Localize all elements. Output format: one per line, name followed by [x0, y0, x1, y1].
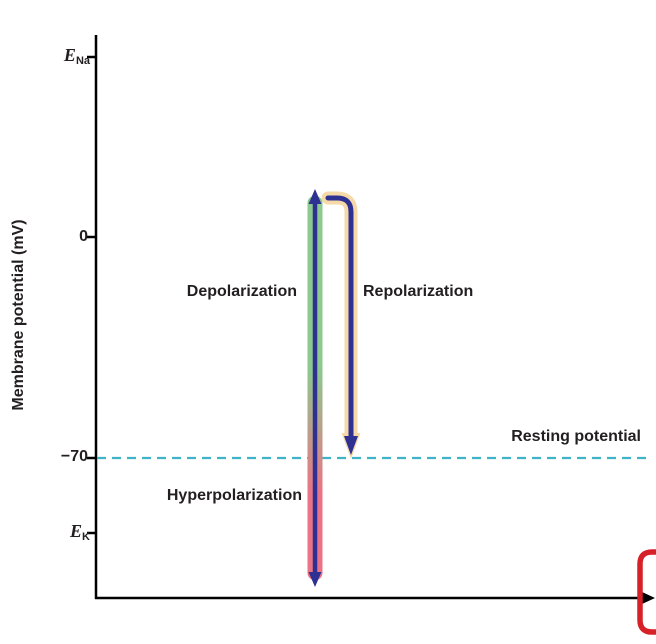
- hyperpolarization-arrowhead-down: [308, 572, 322, 587]
- x-axis-arrowhead: [641, 591, 655, 605]
- tick-label-ek: EK: [70, 521, 90, 543]
- repolarization-curve: [325, 195, 354, 440]
- depolarization-arrowhead-up: [308, 189, 322, 204]
- ek-subscript: K: [82, 531, 90, 543]
- ena-symbol: E: [63, 45, 76, 65]
- hyperpolarization-label: Hyperpolarization: [166, 487, 302, 504]
- tick-label-ena: ENa: [64, 45, 90, 67]
- red-annotation-bracket: [637, 549, 656, 635]
- y-axis-title: Membrane potential (mV): [10, 219, 27, 411]
- ek-symbol: E: [70, 521, 83, 541]
- repolarization-label: Repolarization: [363, 283, 474, 300]
- resting-potential-label: Resting potential: [511, 428, 641, 445]
- depolarization-label: Depolarization: [186, 283, 297, 300]
- tick-label-zero: 0: [79, 228, 88, 245]
- repolarization-arrowhead: [344, 436, 358, 455]
- ena-subscript: Na: [75, 55, 90, 67]
- repolarization-curve-outline: [321, 191, 358, 441]
- tick-label-minus70: −70: [60, 448, 88, 465]
